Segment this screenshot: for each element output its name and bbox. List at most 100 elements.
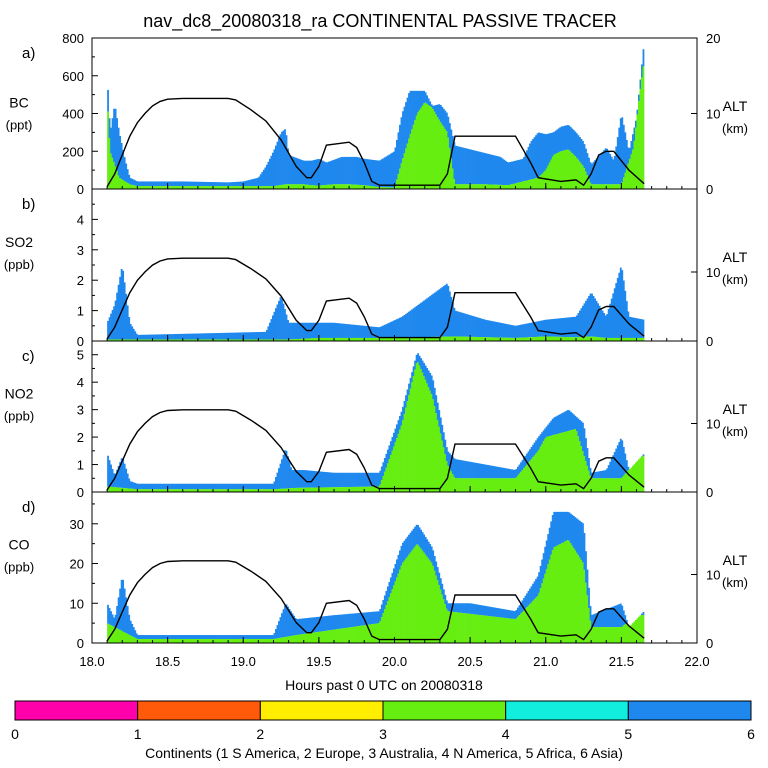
- bar-n-america: [483, 478, 486, 492]
- bar-n-america: [211, 639, 214, 643]
- bar-asia: [397, 132, 400, 175]
- bar-n-america: [459, 612, 462, 643]
- bar-n-america: [610, 478, 613, 492]
- bar-n-america: [451, 336, 454, 341]
- bar-asia: [427, 541, 430, 559]
- bar-n-america: [606, 478, 609, 492]
- bar-n-america: [473, 614, 475, 643]
- bar-asia: [306, 160, 309, 185]
- bar-asia: [594, 160, 596, 185]
- bar-n-america: [545, 436, 548, 492]
- bar-n-america: [600, 478, 603, 492]
- bar-asia: [108, 608, 111, 625]
- bar-n-america: [182, 639, 185, 643]
- bar-asia: [476, 317, 478, 337]
- bar-n-america: [613, 627, 616, 643]
- bar-asia: [482, 152, 485, 185]
- bar-asia: [250, 483, 253, 490]
- bar-n-america: [209, 186, 212, 189]
- bar-asia: [547, 534, 550, 565]
- bar-n-america: [547, 436, 550, 492]
- bar-n-america: [250, 339, 253, 341]
- bar-asia: [388, 322, 391, 338]
- bar-n-america: [256, 489, 259, 492]
- bar-n-america: [479, 337, 482, 341]
- bar-n-america: [364, 625, 367, 643]
- bar-asia: [557, 128, 560, 153]
- bar-n-america: [299, 487, 302, 492]
- bar-n-america: [420, 369, 423, 492]
- bar-n-america: [291, 184, 294, 189]
- bar-asia: [492, 466, 495, 479]
- bar-n-america: [264, 339, 267, 341]
- bar-n-america: [211, 339, 214, 341]
- bar-n-america: [559, 544, 562, 643]
- bar-asia: [612, 455, 615, 479]
- bar-asia: [281, 131, 283, 185]
- bar-n-america: [408, 394, 410, 492]
- bar-n-america: [565, 337, 568, 341]
- bar-asia: [527, 323, 530, 338]
- bar-n-america: [579, 161, 581, 189]
- bar-asia: [439, 417, 442, 434]
- bar-asia: [315, 322, 318, 339]
- bar-asia: [213, 483, 215, 490]
- bar-asia: [185, 483, 188, 490]
- bar-n-america: [494, 337, 497, 341]
- bar-n-america: [126, 182, 129, 189]
- bar-n-america: [423, 337, 426, 341]
- bar-n-america: [181, 639, 184, 643]
- bar-n-america: [576, 431, 578, 492]
- bar-n-america: [603, 184, 606, 189]
- bar-n-america: [244, 639, 247, 643]
- bar-asia: [119, 135, 122, 179]
- bar-asia: [430, 104, 433, 108]
- bar-asia: [430, 546, 433, 563]
- bar-n-america: [158, 639, 161, 643]
- bar-n-america: [324, 630, 327, 643]
- bar-n-america: [347, 337, 350, 341]
- bar-asia: [592, 296, 595, 337]
- bar-asia: [445, 600, 448, 609]
- bar-asia: [520, 462, 522, 472]
- bar-asia: [556, 511, 559, 546]
- bar-n-america: [622, 475, 625, 492]
- bar-n-america: [246, 489, 249, 492]
- bar-asia: [182, 483, 185, 490]
- bar-n-america: [259, 489, 262, 492]
- bar-n-america: [470, 184, 472, 189]
- alt-unit: (km): [722, 121, 748, 136]
- bar-asia: [270, 319, 273, 340]
- bar-n-america: [178, 639, 181, 643]
- bar-n-america: [453, 179, 456, 189]
- bar-n-america: [308, 338, 311, 341]
- bar-asia: [444, 284, 447, 337]
- bar-asia: [169, 483, 171, 490]
- bar-n-america: [225, 339, 227, 341]
- bar-n-america: [129, 635, 132, 643]
- bar-asia: [216, 483, 218, 490]
- bar-asia: [453, 458, 456, 477]
- bar-n-america: [126, 488, 129, 492]
- bar-n-america: [291, 635, 294, 643]
- bar-n-america: [589, 182, 592, 189]
- bar-n-america: [132, 637, 135, 643]
- bar-asia: [423, 90, 426, 104]
- bar-asia: [349, 324, 351, 338]
- bar-asia: [312, 617, 315, 633]
- bar-n-america: [225, 186, 227, 189]
- bar-n-america: [455, 184, 457, 189]
- bar-n-america: [421, 337, 424, 341]
- bar-n-america: [300, 184, 303, 189]
- bar-asia: [489, 606, 492, 617]
- bar-asia: [187, 181, 190, 187]
- bar-n-america: [373, 486, 376, 492]
- bar-n-america: [315, 632, 318, 643]
- bar-n-america: [317, 631, 320, 643]
- bar-n-america: [504, 478, 507, 492]
- bar-n-america: [297, 634, 300, 643]
- bar-n-america: [317, 185, 320, 189]
- bar-asia: [334, 472, 336, 488]
- bar-n-america: [285, 636, 288, 643]
- bar-asia: [447, 451, 450, 466]
